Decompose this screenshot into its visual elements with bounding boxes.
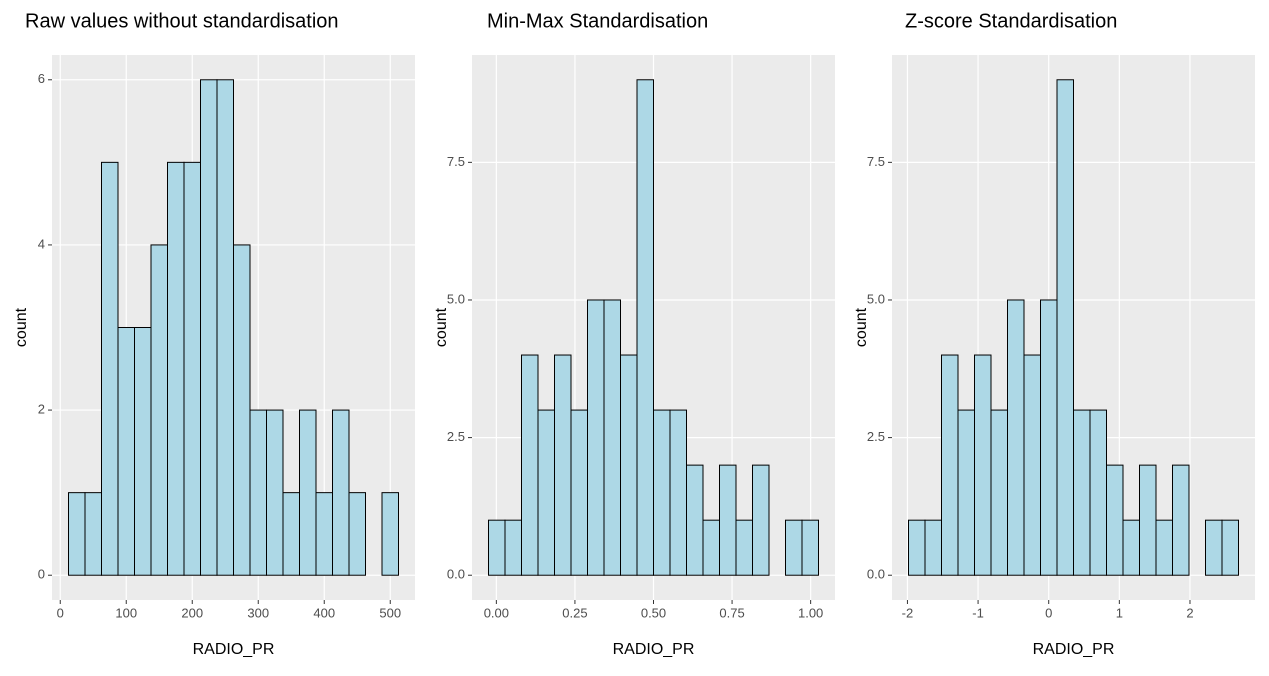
chart-title: Min-Max Standardisation xyxy=(487,10,708,32)
bar xyxy=(686,464,704,576)
bar xyxy=(537,409,555,576)
bar xyxy=(752,464,770,576)
x-tick-label: 0.00 xyxy=(484,605,509,620)
bar xyxy=(315,492,333,576)
bar xyxy=(735,519,753,576)
x-tick-label: 1 xyxy=(1116,605,1123,620)
bar xyxy=(620,354,638,576)
bar xyxy=(636,79,654,576)
y-tick-label: 5.0 xyxy=(447,291,465,306)
y-axis-title: count xyxy=(853,307,870,347)
bar xyxy=(1023,354,1041,576)
y-tick-label: 0.0 xyxy=(867,567,885,582)
y-tick-label: 2.5 xyxy=(447,429,465,444)
bar xyxy=(554,354,572,576)
bar xyxy=(1106,464,1124,576)
bar xyxy=(1040,299,1058,576)
bar xyxy=(84,492,102,576)
bar xyxy=(653,409,671,576)
x-tick-label: 0 xyxy=(1045,605,1052,620)
bar xyxy=(1221,519,1239,576)
bar xyxy=(570,409,588,576)
y-tick-label: 2 xyxy=(38,402,45,417)
x-tick-label: 0 xyxy=(57,605,64,620)
bar xyxy=(957,409,975,576)
bar xyxy=(200,79,218,576)
bar xyxy=(941,354,959,576)
bar xyxy=(488,519,506,576)
bar xyxy=(603,299,621,576)
bar xyxy=(1205,519,1223,576)
x-axis-title: RADIO_PR xyxy=(193,641,275,658)
x-tick-label: 500 xyxy=(379,605,401,620)
y-tick-label: 4 xyxy=(38,236,45,251)
bar xyxy=(381,492,399,576)
x-tick-label: 400 xyxy=(313,605,335,620)
x-tick-label: 200 xyxy=(181,605,203,620)
bar xyxy=(801,519,819,576)
bar xyxy=(134,327,152,576)
bar xyxy=(719,464,737,576)
bar xyxy=(299,409,317,576)
bar xyxy=(504,519,522,576)
x-axis-title: RADIO_PR xyxy=(1033,641,1115,658)
x-tick-label: 2 xyxy=(1186,605,1193,620)
bar xyxy=(68,492,86,576)
x-axis-title: RADIO_PR xyxy=(613,641,695,658)
bar xyxy=(1139,464,1157,576)
y-tick-label: 7.5 xyxy=(447,154,465,169)
y-tick-label: 0 xyxy=(38,567,45,582)
bar xyxy=(117,327,135,576)
bar xyxy=(1122,519,1140,576)
chart-title: Raw values without standardisation xyxy=(25,10,339,32)
bar xyxy=(266,409,284,576)
bar xyxy=(1172,464,1190,576)
y-tick-label: 5.0 xyxy=(867,291,885,306)
bar xyxy=(1089,409,1107,576)
bar xyxy=(785,519,803,576)
bar xyxy=(702,519,720,576)
bar xyxy=(974,354,992,576)
x-tick-label: 0.25 xyxy=(562,605,587,620)
bar xyxy=(1007,299,1025,576)
bar xyxy=(216,79,234,576)
x-tick-label: 100 xyxy=(115,605,137,620)
bar xyxy=(521,354,539,576)
bar xyxy=(332,409,350,576)
bar xyxy=(167,161,185,576)
x-tick-label: 300 xyxy=(247,605,269,620)
bar xyxy=(908,519,926,576)
bar xyxy=(1073,409,1091,576)
x-tick-label: 0.50 xyxy=(641,605,666,620)
bar xyxy=(1155,519,1173,576)
x-tick-label: 1.00 xyxy=(798,605,823,620)
bar xyxy=(990,409,1008,576)
bar xyxy=(587,299,605,576)
bar xyxy=(233,244,251,576)
bar xyxy=(924,519,942,576)
x-tick-label: -2 xyxy=(902,605,914,620)
y-axis-title: count xyxy=(433,307,450,347)
bar xyxy=(348,492,366,576)
y-tick-label: 6 xyxy=(38,71,45,86)
y-tick-label: 0.0 xyxy=(447,567,465,582)
bar xyxy=(1056,79,1074,576)
bar xyxy=(150,244,168,576)
y-tick-label: 7.5 xyxy=(867,154,885,169)
bar xyxy=(249,409,267,576)
bar xyxy=(282,492,300,576)
bar xyxy=(669,409,687,576)
y-tick-label: 2.5 xyxy=(867,429,885,444)
x-tick-label: -1 xyxy=(972,605,984,620)
y-axis-title: count xyxy=(13,307,30,347)
bar xyxy=(101,161,119,576)
chart-title: Z-score Standardisation xyxy=(905,10,1117,32)
bar xyxy=(183,161,201,576)
x-tick-label: 0.75 xyxy=(719,605,744,620)
